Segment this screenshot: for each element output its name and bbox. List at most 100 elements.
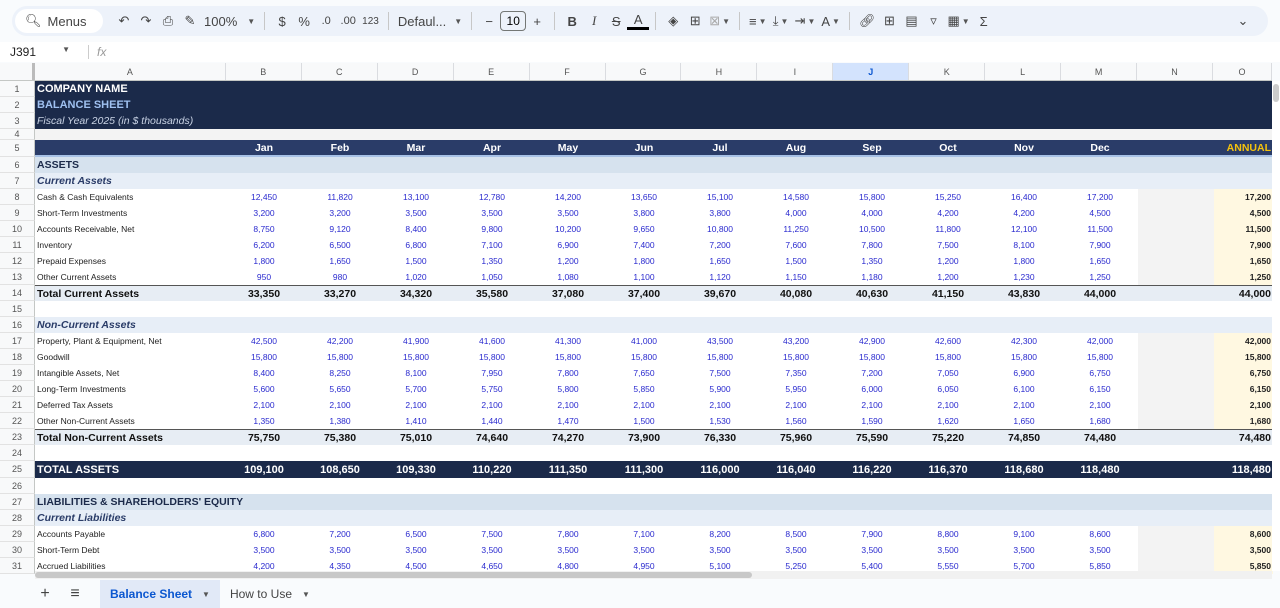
cell[interactable] [758,301,834,317]
annual-value[interactable]: 118,480 [1231,463,1271,476]
cell[interactable] [606,129,682,140]
month-value[interactable]: 9,800 [481,224,503,234]
month-value[interactable]: 12,100 [1011,224,1037,234]
cell[interactable] [1062,81,1138,97]
month-value[interactable]: 1,440 [481,416,503,426]
month-value[interactable]: 2,100 [785,400,807,410]
row-label[interactable]: Accounts Receivable, Net [37,224,135,234]
cell[interactable] [1138,97,1214,113]
month-header[interactable]: Dec [1090,141,1110,154]
cell[interactable] [1062,478,1138,494]
cell[interactable] [454,173,530,189]
month-value[interactable]: 7,950 [481,368,503,378]
column-header-b[interactable]: B [226,63,302,80]
month-value[interactable]: 2,100 [481,400,503,410]
scroll-thumb[interactable] [35,572,752,578]
month-value[interactable]: 16,400 [1011,192,1037,202]
cell[interactable] [1138,221,1214,237]
section-heading[interactable]: ASSETS [37,159,80,171]
cell[interactable] [35,445,226,461]
month-value[interactable]: 15,800 [707,352,733,362]
month-header[interactable]: Feb [330,141,350,154]
cell[interactable] [1138,461,1214,478]
month-value[interactable]: 42,200 [327,336,353,346]
month-value[interactable]: 9,650 [633,224,655,234]
month-value[interactable]: 1,650 [709,256,731,266]
month-value[interactable]: 43,500 [707,336,733,346]
cell[interactable] [378,301,454,317]
month-value[interactable]: 7,200 [709,240,731,250]
cell[interactable] [986,494,1062,510]
chevron-down-icon[interactable]: ⌄ [1237,13,1249,28]
cell[interactable] [1138,205,1214,221]
cell[interactable] [226,510,302,526]
month-value[interactable]: 5,600 [253,384,275,394]
column-header-k[interactable]: K [909,63,986,80]
row-number[interactable]: 24 [0,445,35,461]
cell[interactable] [1138,333,1214,349]
cell[interactable] [1214,510,1273,526]
horizontal-align-icon[interactable]: ≡ ▼ [749,13,767,29]
month-value[interactable]: 15,800 [1087,352,1113,362]
row-label[interactable]: Short-Term Investments [37,208,128,218]
month-value[interactable]: 2,100 [861,400,883,410]
month-value[interactable]: 1,650 [329,256,351,266]
cell[interactable] [302,173,378,189]
month-value[interactable]: 1,650 [1089,256,1111,266]
redo-icon[interactable]: ↷ [140,13,152,28]
month-value[interactable]: 10,200 [555,224,581,234]
cell[interactable] [1062,129,1138,140]
cell[interactable] [454,301,530,317]
cell[interactable] [758,173,834,189]
month-value[interactable]: 6,500 [329,240,351,250]
cell[interactable] [302,494,378,510]
cell[interactable] [1138,81,1214,97]
fiscal-year[interactable]: Fiscal Year 2025 (in $ thousands) [37,115,194,127]
formula-input[interactable] [106,43,1280,61]
subsection-heading[interactable]: Current Liabilities [37,512,127,524]
cell[interactable] [758,157,834,173]
cell[interactable] [302,97,378,113]
month-value[interactable]: 11,500 [1087,224,1113,234]
month-value[interactable]: 39,670 [703,287,737,300]
add-sheet-icon[interactable]: + [40,585,50,602]
cell[interactable] [1138,129,1214,140]
row-label[interactable]: Total Non-Current Assets [37,431,164,444]
section-heading[interactable]: LIABILITIES & SHAREHOLDERS' EQUITY [37,496,244,508]
cell[interactable] [302,445,378,461]
month-value[interactable]: 1,350 [861,256,883,266]
insert-comment-icon[interactable]: ⊞ [884,13,895,28]
cell[interactable] [834,510,910,526]
cell[interactable] [1138,189,1214,205]
month-value[interactable]: 7,100 [633,529,655,539]
month-value[interactable]: 1,530 [709,416,731,426]
month-value[interactable]: 1,470 [557,416,579,426]
annual-value[interactable]: 7,900 [1214,237,1273,253]
month-value[interactable]: 33,350 [247,287,281,300]
month-value[interactable]: 3,500 [633,545,655,555]
cell[interactable] [378,478,454,494]
month-value[interactable]: 6,150 [1089,384,1111,394]
cell[interactable] [986,113,1062,129]
month-value[interactable]: 5,800 [557,384,579,394]
month-value[interactable]: 15,800 [479,352,505,362]
month-value[interactable]: 74,850 [1007,431,1041,444]
month-value[interactable]: 13,100 [403,192,429,202]
row-number[interactable]: 19 [0,365,35,381]
month-value[interactable]: 8,100 [405,368,427,378]
cell[interactable] [910,173,986,189]
month-value[interactable]: 9,100 [1013,529,1035,539]
cell[interactable] [986,445,1062,461]
cell[interactable] [530,494,606,510]
fill-color-icon[interactable]: ◈ [668,13,679,28]
month-value[interactable]: 5,750 [481,384,503,394]
decrease-decimal-button[interactable]: .0 [321,15,331,27]
row-label[interactable]: Cash & Cash Equivalents [37,192,134,202]
month-value[interactable]: 6,800 [253,529,275,539]
month-value[interactable]: 7,800 [557,529,579,539]
cell[interactable] [530,478,606,494]
strikethrough-icon[interactable]: S [611,13,621,29]
merge-cells-icon[interactable]: ⊠ ▼ [709,13,731,28]
month-value[interactable]: 1,180 [861,272,883,282]
month-value[interactable]: 1,500 [785,256,807,266]
